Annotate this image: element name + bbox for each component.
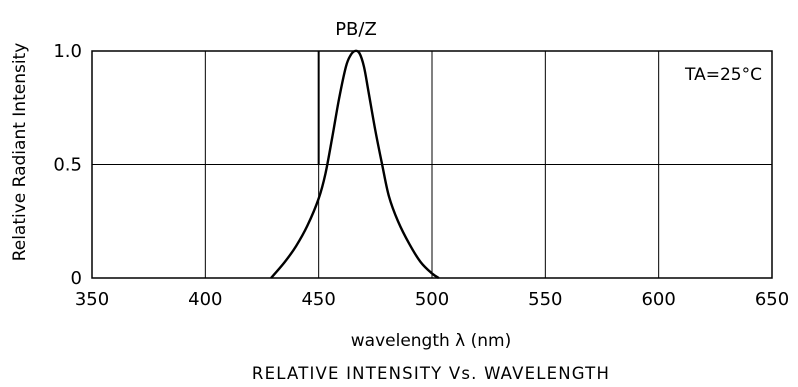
- series-label: PB/Z: [335, 19, 377, 40]
- x-tick-label: 500: [415, 289, 449, 310]
- y-tick-label: 1.0: [53, 41, 82, 62]
- grid: [92, 51, 772, 278]
- y-tick-label: 0.5: [53, 155, 82, 176]
- series-line: [270, 49, 440, 280]
- temperature-annotation: TA=25°C: [684, 65, 762, 85]
- x-tick-label: 450: [301, 289, 335, 310]
- chart-title: RELATIVE INTENSITY Vs. WAVELENGTH: [252, 364, 610, 383]
- x-axis-label: wavelength λ (nm): [351, 331, 512, 351]
- x-tick-labels: 350 400 450 500 550 600 650: [75, 289, 789, 310]
- y-axis-label: Relative Radiant Intensity: [10, 43, 30, 262]
- x-tick-label: 550: [528, 289, 562, 310]
- x-tick-label: 600: [641, 289, 675, 310]
- y-tick-labels: 0 0.5 1.0: [53, 41, 82, 289]
- plot-frame: [91, 50, 773, 279]
- y-tick-label: 0: [71, 268, 82, 289]
- x-tick-label: 400: [188, 289, 222, 310]
- x-tick-label: 650: [755, 289, 789, 310]
- x-tick-label: 350: [75, 289, 109, 310]
